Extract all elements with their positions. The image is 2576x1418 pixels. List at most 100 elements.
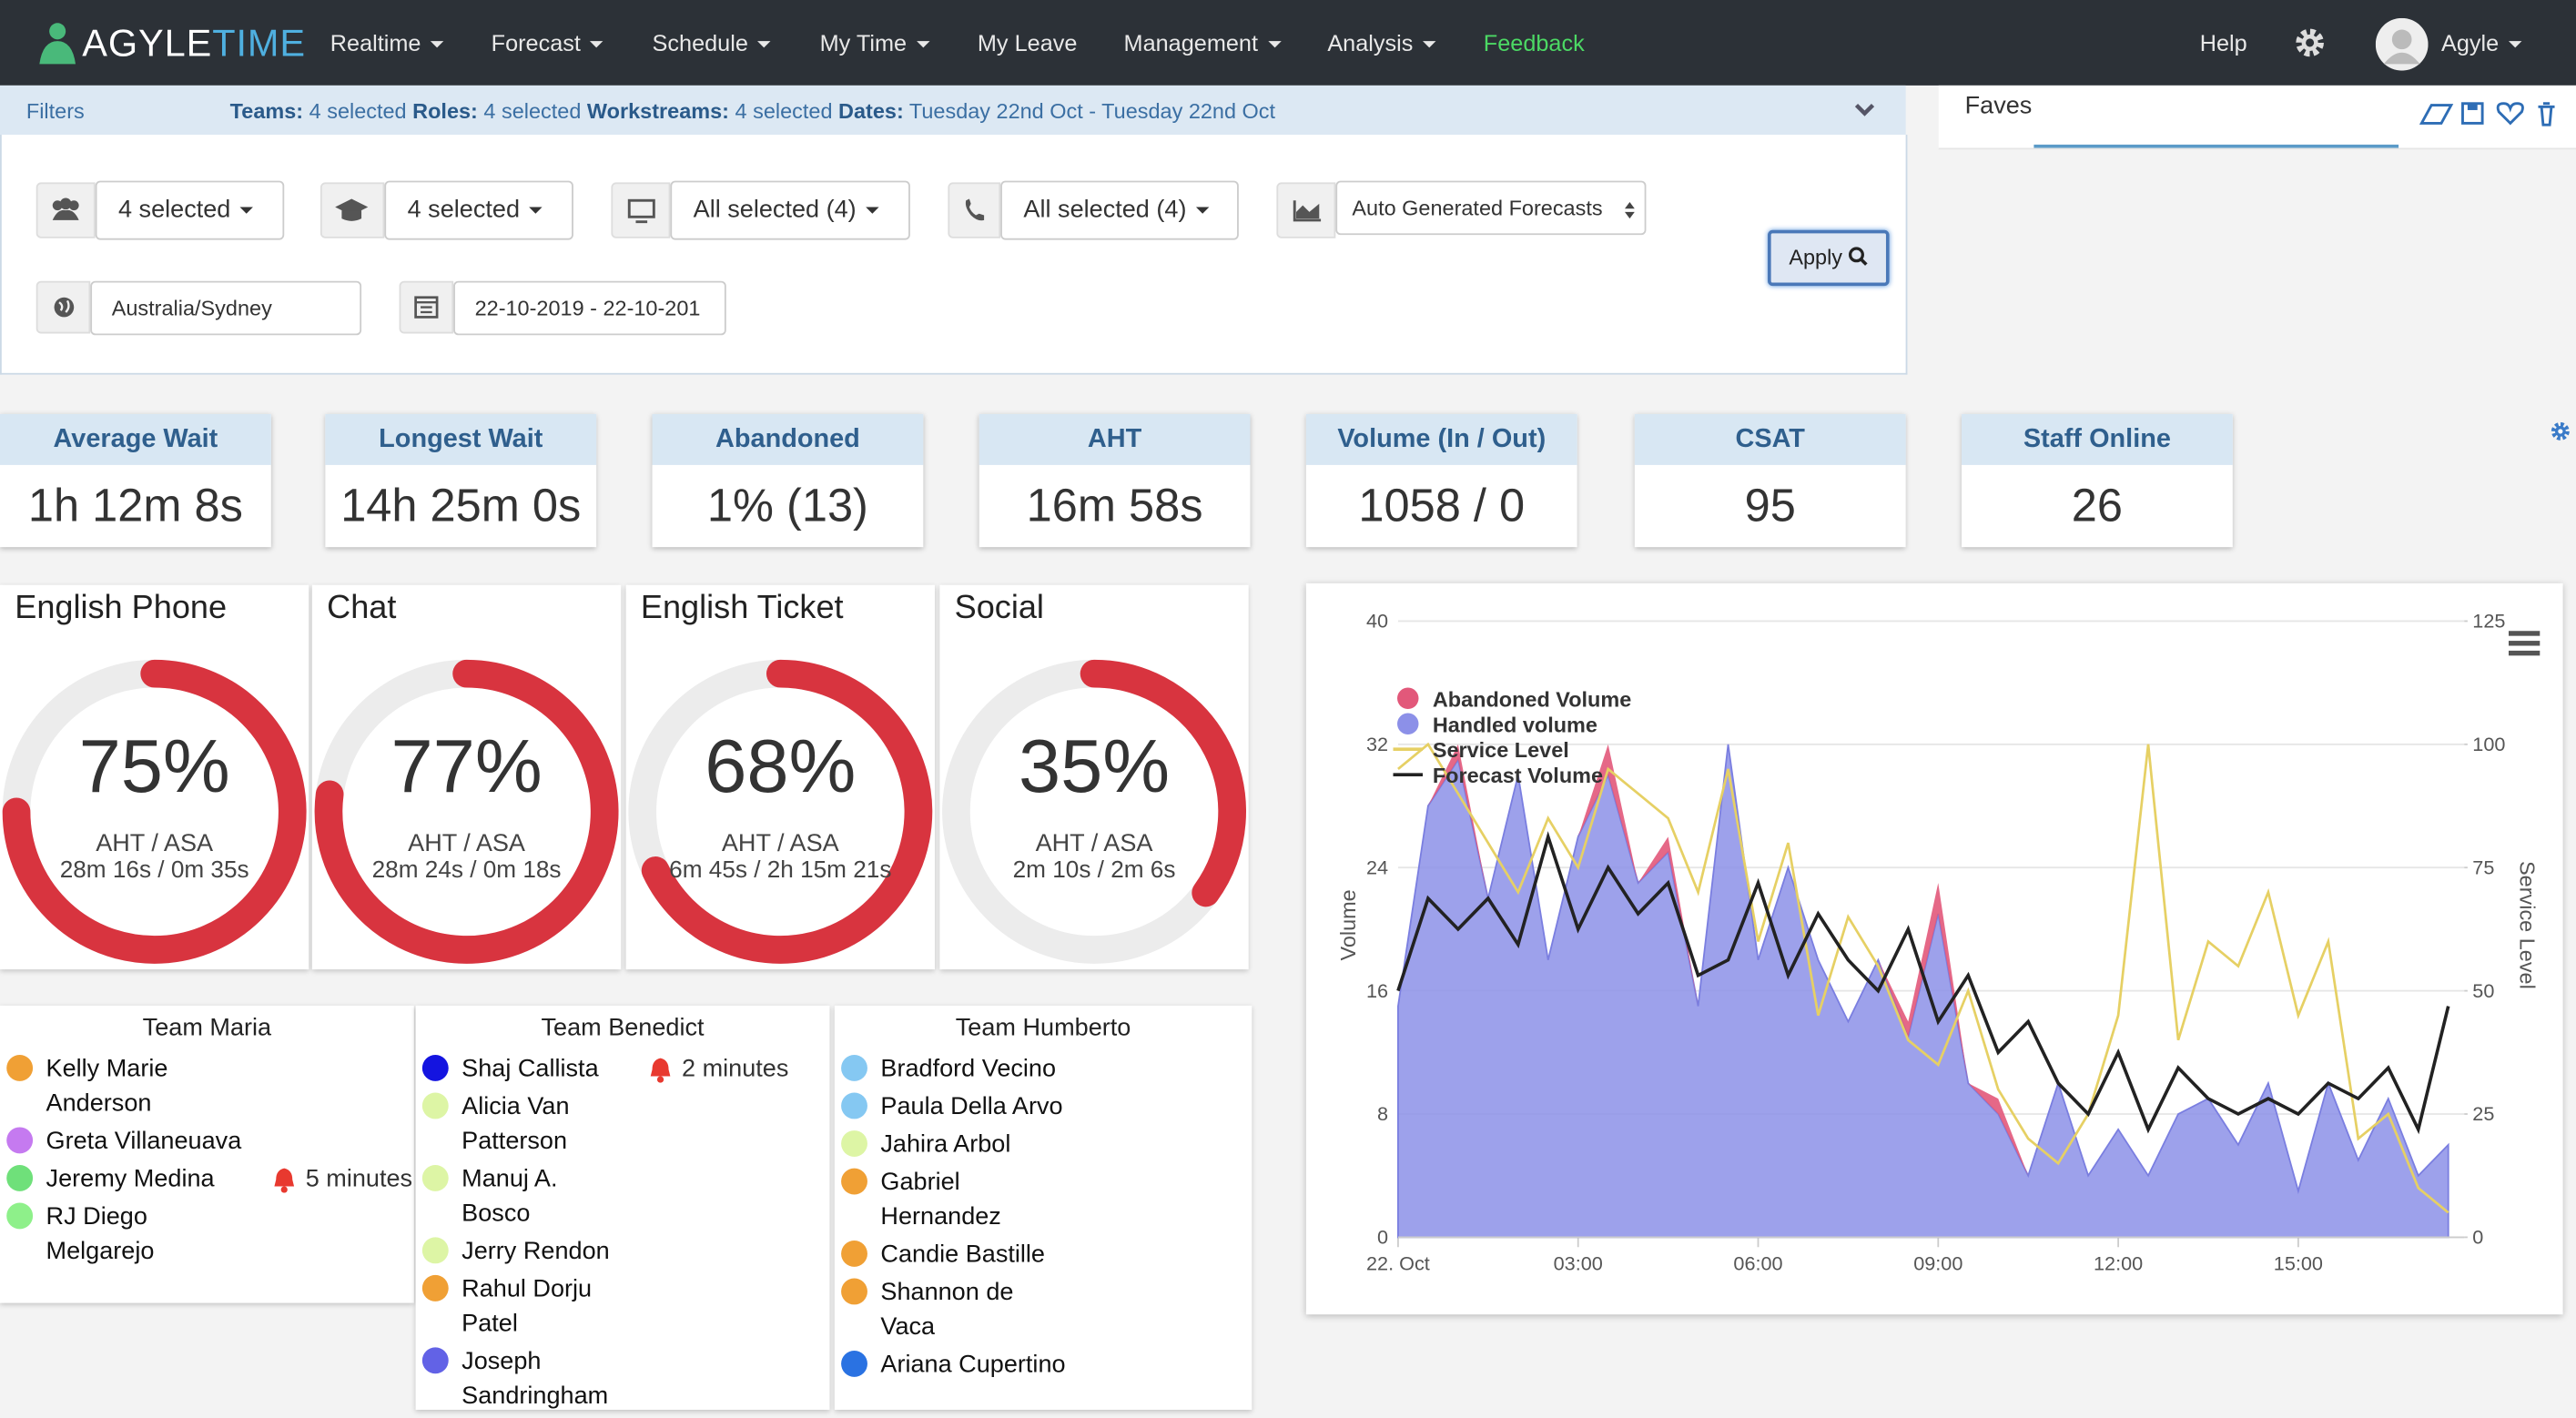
kpi-card: Volume (In / Out)1058 / 0 — [1306, 414, 1577, 547]
member-row[interactable]: Gabriel Hernandez — [841, 1165, 1252, 1234]
help-link[interactable]: Help — [2200, 29, 2247, 56]
member-alert: 2 minutes — [649, 1051, 788, 1086]
gauge-detail: 6m 45s / 2h 15m 21s — [669, 856, 891, 883]
y2-axis-title: Service Level — [2516, 861, 2540, 989]
workstreams-select[interactable]: All selected (4) — [670, 181, 910, 240]
legend-label: Service Level — [1433, 738, 1569, 762]
status-dot — [841, 1093, 867, 1119]
member-row[interactable]: Greta Villaneuava — [6, 1124, 414, 1159]
collapse-icon[interactable] — [1853, 102, 1876, 118]
alert-text: 2 minutes — [682, 1051, 788, 1086]
member-row[interactable]: Shannon de Vaca — [841, 1275, 1252, 1344]
status-dot — [841, 1169, 867, 1195]
summary-label: Teams: — [230, 98, 303, 123]
y-tick-label: 24 — [1366, 856, 1388, 878]
dashboard-settings-icon[interactable] — [2550, 420, 2571, 441]
member-name: Candie Bastille — [880, 1237, 1070, 1271]
channels-select[interactable]: All selected (4) — [1000, 181, 1239, 240]
menu-icon — [2509, 641, 2540, 645]
date-input[interactable]: 22-10-2019 - 22-10-201 — [453, 281, 726, 336]
member-row[interactable]: Jeremy Medina 5 minutes — [6, 1161, 414, 1196]
y2-tick-label: 25 — [2472, 1102, 2494, 1125]
settings-icon[interactable] — [2294, 26, 2327, 59]
member-row[interactable]: Alicia Van Patterson — [422, 1089, 830, 1159]
kpi-value: 1058 / 0 — [1306, 465, 1577, 547]
member-row[interactable]: Manuj A. Bosco — [422, 1161, 830, 1231]
team-panel: Team MariaKelly Marie AndersonGreta Vill… — [0, 1006, 414, 1303]
member-name: Joseph Sandringham — [461, 1344, 633, 1413]
kpi-title: CSAT — [1635, 414, 1906, 465]
kpi-card: Longest Wait14h 25m 0s — [325, 414, 596, 547]
member-name: Shannon de Vaca — [880, 1275, 1070, 1344]
apply-button[interactable]: Apply — [1768, 230, 1890, 286]
gauge-percent: 77% — [391, 724, 543, 808]
avatar[interactable] — [2376, 18, 2429, 71]
member-row[interactable]: Shaj Callista2 minutes — [422, 1051, 830, 1086]
member-name: Manuj A. Bosco — [461, 1161, 633, 1231]
status-dot — [6, 1127, 33, 1153]
kpi-card: Average Wait1h 12m 8s — [0, 414, 271, 547]
kpi-title: Average Wait — [0, 414, 271, 465]
filters-title[interactable]: Filters — [26, 98, 85, 123]
faves-icons[interactable] — [2419, 98, 2566, 127]
timezone-icon — [36, 281, 91, 334]
member-name: Rahul Dorju Patel — [461, 1271, 633, 1341]
nav-item[interactable]: My Time — [820, 29, 930, 56]
bell-icon — [273, 1166, 296, 1192]
member-name: Jeremy Medina — [46, 1161, 257, 1196]
member-alert: 5 minutes — [273, 1161, 412, 1196]
gauge-card: English Phone75%AHT / ASA28m 16s / 0m 35… — [0, 585, 309, 969]
team-name: Team Benedict — [416, 1006, 830, 1052]
nav-item[interactable]: Feedback — [1484, 29, 1585, 56]
kpi-card: Staff Online26 — [1962, 414, 2233, 547]
user-menu[interactable]: Agyle — [2441, 29, 2521, 56]
y-tick-label: 32 — [1366, 733, 1388, 755]
nav-item[interactable]: My Leave — [978, 29, 1078, 56]
gauge-caption: AHT / ASA — [408, 828, 525, 856]
teams-select[interactable]: 4 selected — [96, 181, 285, 240]
member-row[interactable]: Ariana Cupertino — [841, 1347, 1252, 1382]
y2-tick-label: 75 — [2472, 856, 2494, 878]
member-row[interactable]: Bradford Vecino — [841, 1051, 1252, 1086]
kpi-value: 95 — [1635, 465, 1906, 547]
gauge-caption: AHT / ASA — [1036, 828, 1153, 856]
brand[interactable]: AGYLETIME — [82, 21, 306, 66]
gauge-svg: 75%AHT / ASA28m 16s / 0m 35s — [0, 585, 309, 969]
chart-panel: 08162432400255075100125VolumeService Lev… — [1306, 583, 2563, 1314]
x-tick-label: 22. Oct — [1366, 1252, 1430, 1275]
summary-label: Dates: — [838, 98, 904, 123]
member-name: Gabriel Hernandez — [880, 1165, 1070, 1234]
member-name: Jerry Rendon — [461, 1234, 633, 1269]
nav-item[interactable]: Realtime — [330, 29, 444, 56]
member-row[interactable]: Jahira Arbol — [841, 1127, 1252, 1161]
gauge-detail: 28m 24s / 0m 18s — [372, 856, 562, 883]
member-row[interactable]: Jerry Rendon — [422, 1234, 830, 1269]
x-tick-label: 12:00 — [2094, 1252, 2143, 1275]
nav-item[interactable]: Schedule — [653, 29, 772, 56]
member-row[interactable]: RJ Diego Melgarejo — [6, 1200, 414, 1269]
forecast-select[interactable]: Auto Generated Forecasts — [1335, 181, 1646, 236]
team-panel: Team HumbertoBradford VecinoPaula Della … — [835, 1006, 1252, 1410]
member-row[interactable]: Paula Della Arvo — [841, 1089, 1252, 1124]
member-row[interactable]: Rahul Dorju Patel — [422, 1271, 830, 1341]
y-axis-title: Volume — [1336, 889, 1360, 960]
nav-item[interactable]: Management — [1124, 29, 1282, 56]
gauge-caption: AHT / ASA — [96, 828, 213, 856]
kpi-value: 26 — [1962, 465, 2233, 547]
member-row[interactable]: Kelly Marie Anderson — [6, 1051, 414, 1120]
roles-select[interactable]: 4 selected — [384, 181, 573, 240]
member-row[interactable]: Candie Bastille — [841, 1237, 1252, 1271]
nav-item[interactable]: Analysis — [1327, 29, 1435, 56]
forecast-icon — [1276, 182, 1335, 238]
gauge-percent: 35% — [1019, 724, 1170, 808]
faves-panel: Faves — [1939, 86, 2576, 149]
bell-icon — [649, 1056, 672, 1082]
status-dot — [841, 1351, 867, 1377]
status-dot — [6, 1165, 33, 1191]
teams-icon — [36, 182, 96, 238]
timezone-input[interactable]: Australia/Sydney — [90, 281, 361, 336]
member-row[interactable]: Joseph Sandringham — [422, 1344, 830, 1413]
nav-item[interactable]: Forecast — [492, 29, 604, 56]
y-tick-label: 0 — [1377, 1226, 1388, 1249]
status-dot — [422, 1165, 449, 1191]
